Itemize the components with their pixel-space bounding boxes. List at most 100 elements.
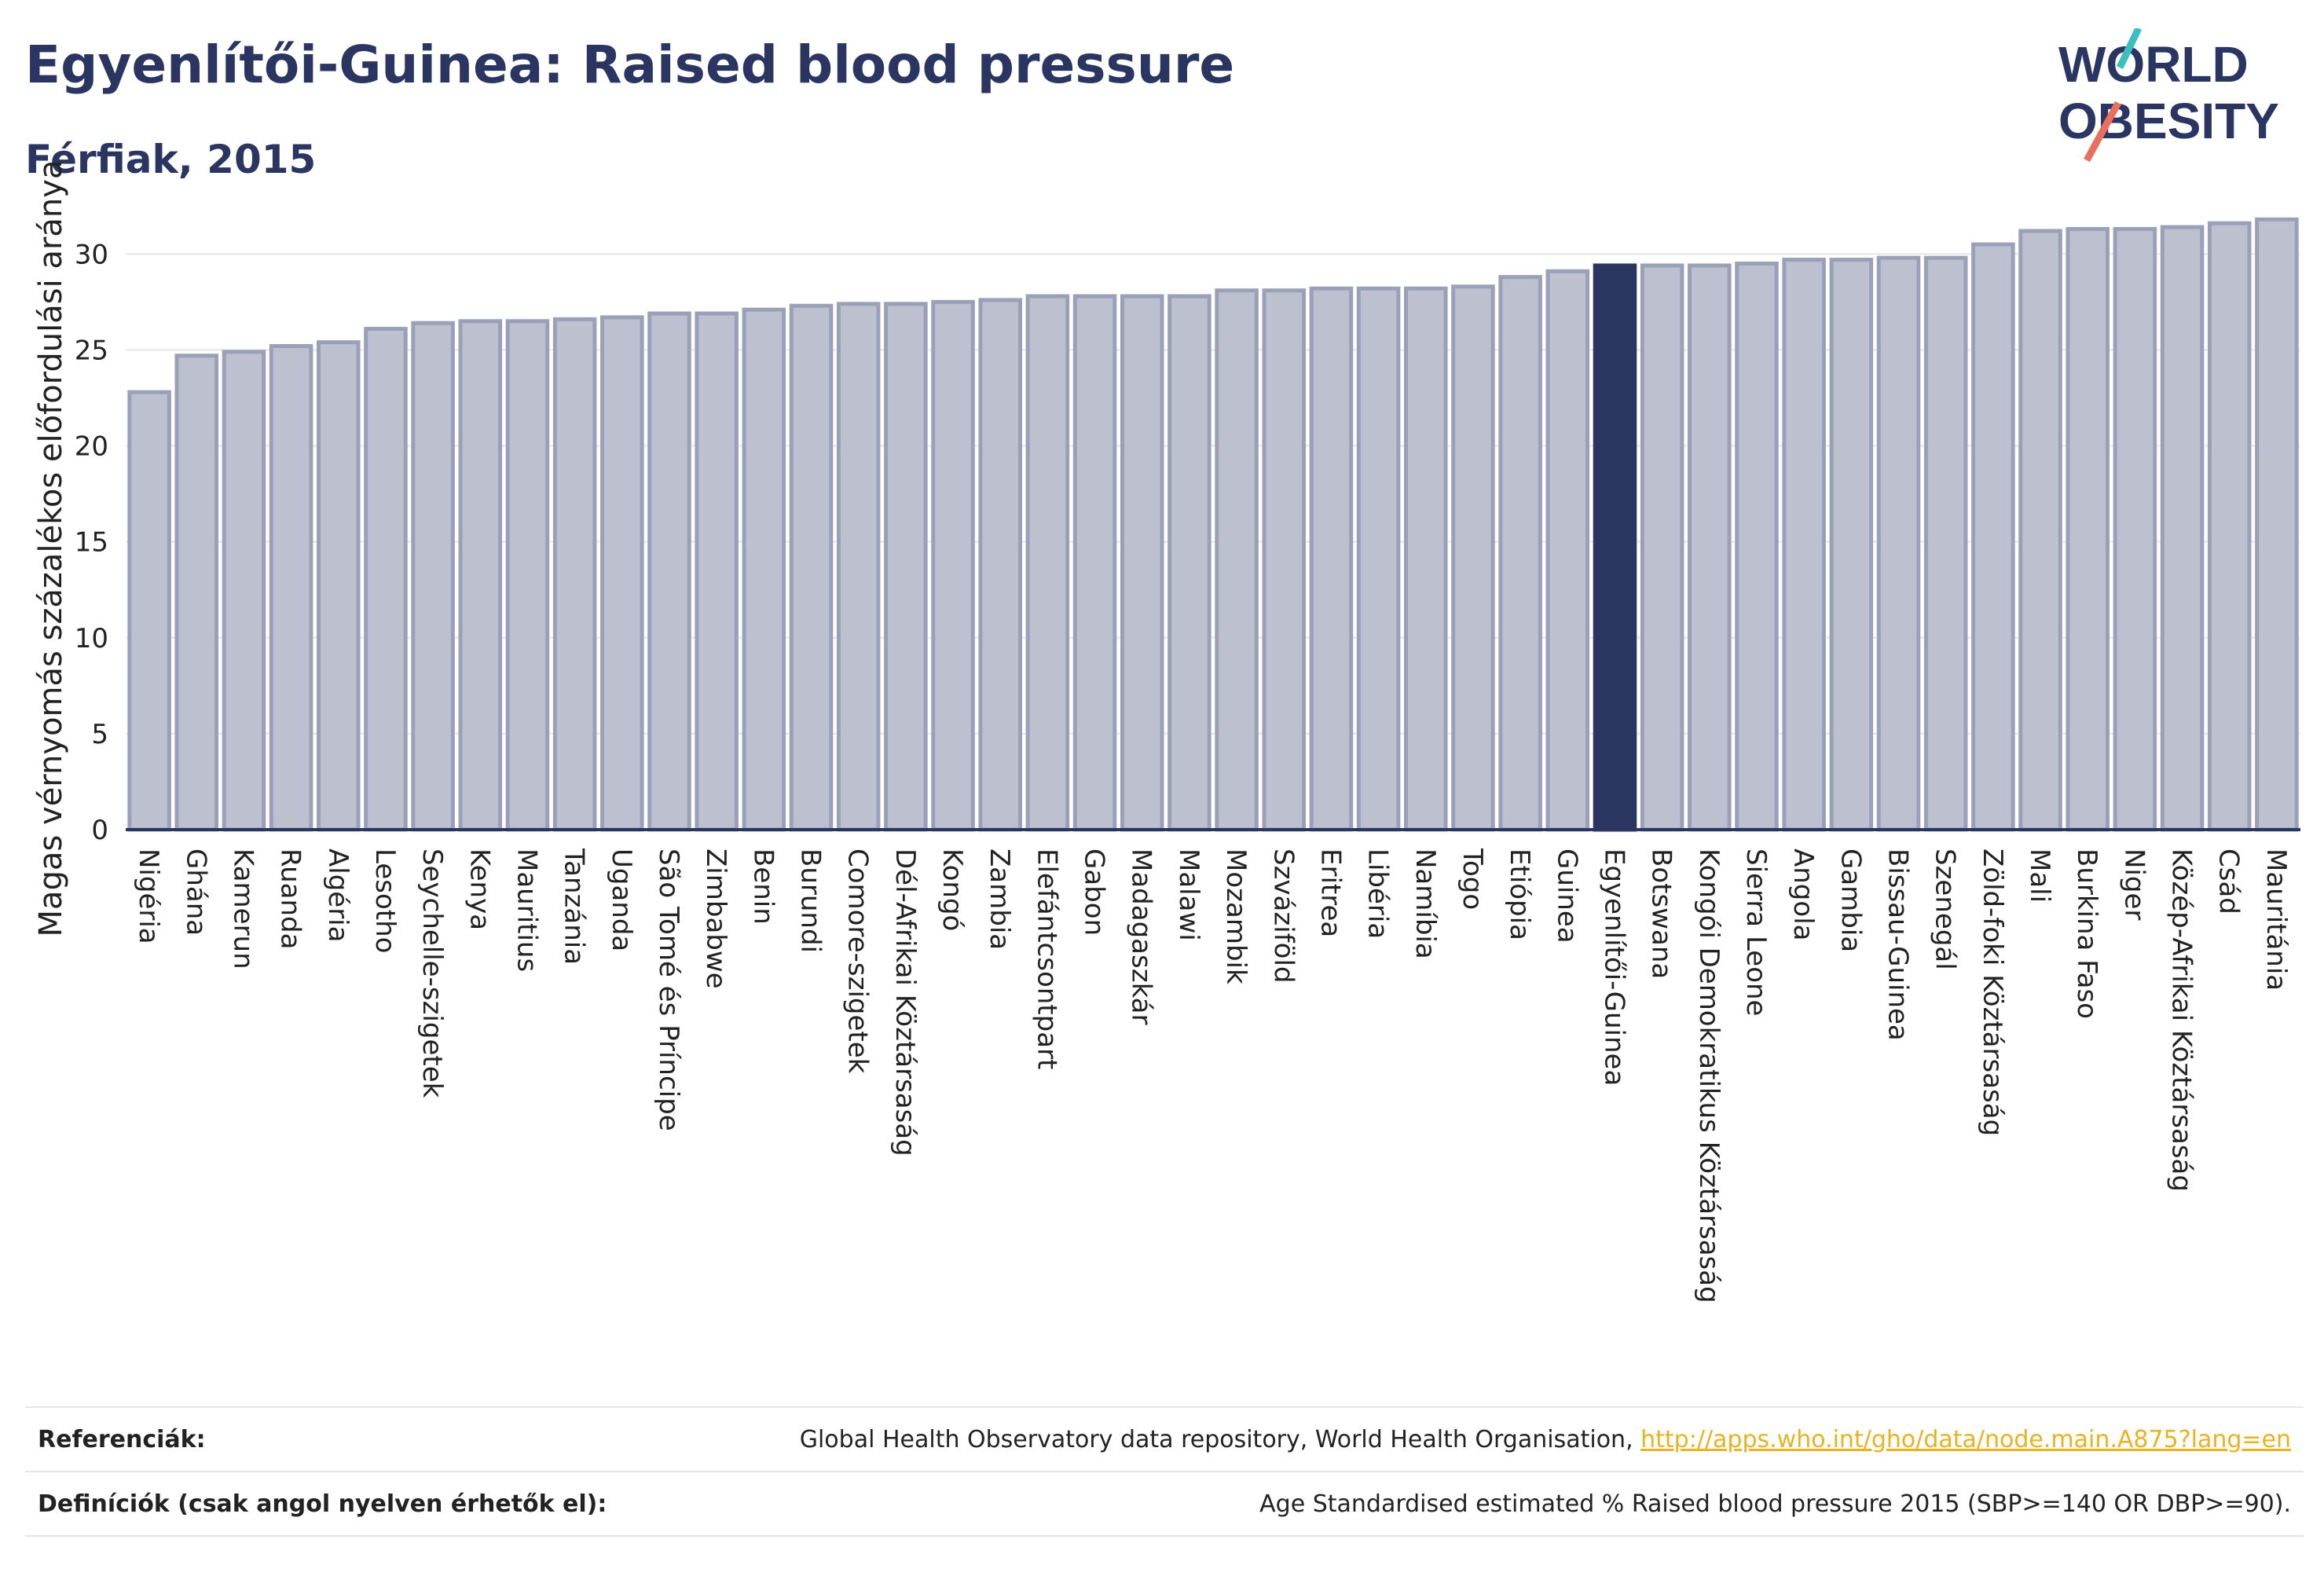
bar-sierra-leone[interactable] xyxy=(1735,261,1779,832)
x-tick-label: Eritrea xyxy=(1314,848,1346,937)
bar-togo[interactable] xyxy=(1451,284,1495,832)
bar-mauritius[interactable] xyxy=(505,319,550,832)
x-tick-label: Tanzánia xyxy=(559,848,590,965)
bar-lib-ria[interactable] xyxy=(1356,286,1401,832)
bar-gabon[interactable] xyxy=(1072,294,1117,832)
bar-burkina-faso[interactable] xyxy=(2066,227,2110,832)
x-tick-label: Mauritius xyxy=(511,848,542,972)
references-table: Referenciák: Global Health Observatory d… xyxy=(25,1406,2304,1537)
bars xyxy=(127,217,2299,832)
bar-seychelle-szigetek[interactable] xyxy=(411,321,455,832)
definitions-text: Age Standardised estimated % Raised bloo… xyxy=(666,1471,2304,1537)
x-tick-label: Sierra Leone xyxy=(1740,848,1772,1016)
bar-malawi[interactable] xyxy=(1167,294,1211,832)
bar-madagaszk-r[interactable] xyxy=(1120,294,1164,832)
y-tick-label: 15 xyxy=(75,527,108,559)
bar-ruanda[interactable] xyxy=(269,344,313,832)
x-tick-label: Gabon xyxy=(1079,848,1110,936)
bar-eritrea[interactable] xyxy=(1309,286,1354,832)
bar-angola[interactable] xyxy=(1782,258,1826,832)
bar-zimbabwe[interactable] xyxy=(695,311,739,832)
bar-egyenl-t-i-guinea[interactable] xyxy=(1593,263,1637,832)
bar-kenya[interactable] xyxy=(458,319,503,832)
logo-slash-teal xyxy=(2116,28,2143,69)
bar-guinea[interactable] xyxy=(1545,269,1590,832)
bar-alg-ria[interactable] xyxy=(317,340,361,832)
bar-maurit-nia[interactable] xyxy=(2255,217,2299,832)
bar-d-l-afrikai-k-zt-rsas-g[interactable] xyxy=(884,302,928,832)
bar-eti-pia[interactable] xyxy=(1498,275,1542,832)
bar-szv-zif-ld[interactable] xyxy=(1262,288,1307,832)
bar-cs-d[interactable] xyxy=(2207,221,2252,832)
bar-benin[interactable] xyxy=(742,307,786,832)
x-tick-label: Mauritánia xyxy=(2260,848,2292,991)
x-tick-label: Burkina Faso xyxy=(2071,848,2102,1019)
references-value: Global Health Observatory data repositor… xyxy=(666,1406,2304,1472)
references-text: Global Health Observatory data repositor… xyxy=(799,1425,1641,1453)
bar-bissau-guinea[interactable] xyxy=(1876,255,1921,832)
x-tick-label: Libéria xyxy=(1362,848,1394,939)
x-tick-label: Szváziföld xyxy=(1267,848,1299,983)
x-tick-label: Közép-Afrikai Köztársaság xyxy=(2166,848,2198,1192)
x-tick-label: Niger xyxy=(2118,848,2150,920)
bar-k-z-p-afrikai-k-zt-rsas-g[interactable] xyxy=(2160,225,2205,832)
x-tick-label: Bissau-Guinea xyxy=(1882,848,1914,1041)
x-tick-label: Dél-Afrikai Köztársaság xyxy=(889,848,921,1156)
x-tick-label: Csád xyxy=(2213,848,2245,914)
bar-niger[interactable] xyxy=(2113,227,2157,832)
bar-mali[interactable] xyxy=(2018,229,2062,832)
bar-gambia[interactable] xyxy=(1829,258,1874,832)
bar-nig-ria[interactable] xyxy=(127,390,171,832)
bar-botswana[interactable] xyxy=(1640,263,1684,832)
bar-kong-[interactable] xyxy=(931,299,975,832)
bar-burundi[interactable] xyxy=(789,303,834,832)
bar-uganda[interactable] xyxy=(600,315,644,832)
x-tick-label: Zöld-foki Köztársaság xyxy=(1977,848,2008,1136)
logo-slash-coral xyxy=(2084,101,2121,163)
x-tick-label: Botswana xyxy=(1646,848,1677,979)
x-tick-label: Ruanda xyxy=(275,848,306,949)
x-tick-label: Kamerun xyxy=(227,848,258,969)
bar-chart: 0 5 10 15 20 25 30 Nigéria Ghána Kamerun Ruanda Al… xyxy=(33,160,2300,1303)
x-tick-label: São Tomé és Príncipe xyxy=(653,848,684,1131)
y-tick-label: 0 xyxy=(91,815,108,846)
bar-elef-ntcsontpart[interactable] xyxy=(1025,294,1070,832)
definitions-row: Definíciók (csak angol nyelven érhetők e… xyxy=(25,1471,2304,1537)
x-axis-labels: Nigéria Ghána Kamerun Ruanda Algéria Lesotho S… xyxy=(133,848,2292,1303)
x-tick-label: Zambia xyxy=(984,848,1015,950)
x-tick-label: Lesotho xyxy=(369,848,401,953)
x-tick-label: Ghána xyxy=(180,848,211,936)
x-tick-label: Mozambik xyxy=(1220,848,1252,984)
y-tick-label: 30 xyxy=(75,239,108,270)
bar-s-o-tom-s-pr-ncipe[interactable] xyxy=(647,311,691,832)
x-tick-label: Comore-szigetek xyxy=(842,848,874,1074)
x-tick-label: Malawi xyxy=(1173,848,1204,941)
bar-gh-na[interactable] xyxy=(174,354,219,832)
x-tick-label: Madagaszkár xyxy=(1126,848,1157,1024)
y-axis-ticks: 0 5 10 15 20 25 30 xyxy=(75,239,108,846)
bar-kong-i-demokratikus-k-zt-rsas-g[interactable] xyxy=(1688,263,1732,832)
bar-comore-szigetek[interactable] xyxy=(836,302,881,832)
x-tick-label: Togo xyxy=(1457,848,1488,910)
x-tick-label: Uganda xyxy=(606,848,637,951)
x-tick-label: Angola xyxy=(1787,848,1819,940)
bar-nam-bia[interactable] xyxy=(1404,286,1448,832)
references-label: Referenciák: xyxy=(25,1406,667,1472)
bar-szeneg-l[interactable] xyxy=(1923,255,1968,832)
x-tick-label: Kenya xyxy=(464,848,495,930)
bar-mozambik[interactable] xyxy=(1215,288,1259,832)
page-subtitle: Férfiak, 2015 xyxy=(25,137,317,182)
bar-zambia[interactable] xyxy=(978,298,1022,832)
y-tick-label: 20 xyxy=(75,431,108,463)
bar-tanz-nia[interactable] xyxy=(552,317,597,832)
bar-lesotho[interactable] xyxy=(364,327,408,832)
bar-z-ld-foki-k-zt-rsas-g[interactable] xyxy=(1971,242,2015,832)
y-axis-label: Magas vérnyomás százalékos előfordulási … xyxy=(33,160,69,937)
x-tick-label: Kongói Demokratikus Köztársaság xyxy=(1693,848,1725,1303)
references-link[interactable]: http://apps.who.int/gho/data/node.main.A… xyxy=(1640,1425,2291,1453)
bar-kamerun[interactable] xyxy=(222,350,266,832)
x-tick-label: Namíbia xyxy=(1409,848,1441,959)
x-tick-label: Algéria xyxy=(322,848,354,942)
page-title: Egyenlítői-Guinea: Raised blood pressure xyxy=(25,35,1235,95)
x-tick-label: Benin xyxy=(747,848,779,925)
